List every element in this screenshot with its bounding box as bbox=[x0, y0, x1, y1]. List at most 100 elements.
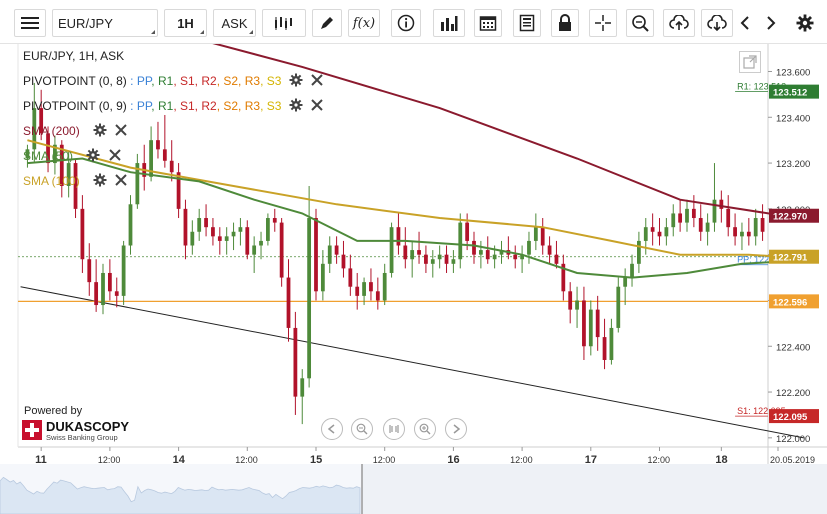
navigator bbox=[0, 464, 827, 514]
candle-body bbox=[444, 254, 449, 264]
pan-right-button[interactable] bbox=[445, 418, 467, 440]
gear-icon[interactable] bbox=[289, 73, 303, 87]
symbol-selector[interactable]: EUR/JPY bbox=[52, 9, 158, 37]
candle-body bbox=[568, 291, 573, 310]
candle-body bbox=[169, 160, 174, 173]
chart-type-button[interactable] bbox=[262, 9, 306, 37]
calendar-icon bbox=[479, 16, 497, 31]
scroll-right-button[interactable] bbox=[759, 9, 783, 37]
zoom-button[interactable] bbox=[626, 9, 654, 37]
close-icon[interactable] bbox=[114, 123, 128, 137]
expand-chart-button[interactable] bbox=[739, 51, 761, 73]
navigator-area bbox=[0, 476, 361, 514]
zoom-out-button[interactable] bbox=[351, 418, 373, 440]
price-badge bbox=[769, 249, 819, 264]
gear-icon[interactable] bbox=[93, 173, 107, 187]
logo-subtitle: Swiss Banking Group bbox=[46, 433, 118, 442]
price-side-selector[interactable]: ASK bbox=[213, 9, 256, 37]
x-tick-label: 12:00 bbox=[510, 455, 533, 465]
price-badge-label: 123.512 bbox=[773, 88, 807, 99]
candle-body bbox=[204, 218, 208, 228]
candle-body bbox=[698, 218, 703, 232]
legend-sma-200[interactable]: SMA (200) bbox=[23, 123, 128, 138]
candle-body bbox=[39, 108, 44, 134]
y-tick-label: 123.400 bbox=[776, 113, 810, 124]
sma-50-name: SMA (50) bbox=[23, 149, 74, 163]
pivot-item-sep: : bbox=[130, 99, 134, 113]
candle-body bbox=[485, 250, 490, 260]
candle-body bbox=[348, 268, 353, 287]
close-icon[interactable] bbox=[310, 73, 324, 87]
gear-icon[interactable] bbox=[86, 148, 100, 162]
legend-sma-100[interactable]: SMA (100) bbox=[23, 173, 128, 188]
pivot-item-pp: PP bbox=[133, 74, 152, 88]
close-icon[interactable] bbox=[108, 148, 122, 162]
info-button[interactable] bbox=[391, 9, 421, 37]
candle-body bbox=[300, 378, 305, 397]
candle-body bbox=[176, 172, 181, 209]
candle-body bbox=[135, 163, 140, 205]
price-badge bbox=[769, 409, 819, 424]
candle-body bbox=[582, 300, 586, 347]
gear-icon[interactable] bbox=[289, 98, 303, 112]
candle-body bbox=[602, 337, 607, 360]
pan-left-button[interactable] bbox=[321, 418, 343, 440]
legend-sma-50[interactable]: SMA (50) bbox=[23, 148, 122, 163]
volume-button[interactable] bbox=[433, 9, 465, 37]
symbol-label: EUR/JPY bbox=[58, 15, 113, 31]
candle-body bbox=[238, 227, 243, 232]
candle-body bbox=[334, 245, 339, 255]
candle-body bbox=[73, 163, 78, 209]
x-tick-label: 14 bbox=[173, 454, 186, 466]
y-tick-label: 122.000 bbox=[776, 434, 810, 445]
download-button[interactable] bbox=[701, 9, 733, 37]
candle-body bbox=[59, 144, 64, 186]
candle-body bbox=[740, 231, 744, 237]
candle-body bbox=[128, 204, 133, 246]
dropdown-corner-icon bbox=[249, 30, 253, 34]
close-icon[interactable] bbox=[310, 98, 324, 112]
indicators-button[interactable]: f(x) bbox=[348, 9, 380, 37]
crosshair-icon bbox=[595, 15, 611, 31]
candle-body bbox=[114, 291, 119, 296]
lock-icon bbox=[559, 14, 571, 31]
zoom-in-button[interactable] bbox=[414, 418, 436, 440]
candle-body bbox=[623, 277, 628, 287]
legend-pivot-8[interactable]: PIVOTPOINT (0, 8) : PP, R1, S1, R2, S2, … bbox=[23, 73, 324, 88]
candle-body bbox=[369, 282, 373, 292]
x-tick-label: 12:00 bbox=[373, 455, 396, 465]
price-chart[interactable]: PP: 122.756 R1: 123.512 S1: 122.095 122.00… bbox=[0, 44, 827, 514]
crosshair-button[interactable] bbox=[589, 9, 617, 37]
report-button[interactable] bbox=[513, 9, 541, 37]
lock-button[interactable] bbox=[551, 9, 579, 37]
candle-body bbox=[417, 250, 421, 255]
menu-button[interactable] bbox=[14, 9, 46, 37]
timeframe-selector[interactable]: 1H bbox=[164, 9, 207, 37]
pivot-9-items: : PP, R1, S1, R2, S2, R3, S3 bbox=[130, 99, 281, 113]
candle-body bbox=[451, 259, 456, 264]
upload-button[interactable] bbox=[663, 9, 695, 37]
scroll-left-button[interactable] bbox=[733, 9, 757, 37]
legend-header-text: EUR/JPY, 1H, ASK bbox=[23, 49, 125, 63]
info-icon bbox=[397, 14, 415, 32]
gear-icon[interactable] bbox=[93, 123, 107, 137]
drawing-tool-button[interactable] bbox=[312, 9, 342, 37]
candle-body bbox=[314, 218, 318, 292]
sma-100-name: SMA (100) bbox=[23, 174, 80, 188]
candle-body bbox=[458, 222, 463, 260]
settings-button[interactable] bbox=[792, 9, 818, 37]
close-icon[interactable] bbox=[114, 173, 128, 187]
pivot-item-s2: , S2 bbox=[216, 74, 239, 88]
legend-pivot-9[interactable]: PIVOTPOINT (0, 9) : PP, R1, S1, R2, S2, … bbox=[23, 98, 324, 113]
candle-body bbox=[437, 254, 442, 260]
pivot-label: S1: 122.095 bbox=[737, 406, 786, 416]
calendar-button[interactable] bbox=[474, 9, 502, 37]
candle-body bbox=[279, 222, 284, 278]
candle-body bbox=[472, 240, 476, 255]
chart-lines: PP: 122.756 R1: 123.512 S1: 122.095 bbox=[18, 82, 804, 439]
reset-zoom-button[interactable] bbox=[383, 418, 405, 440]
cloud-download-icon bbox=[707, 15, 727, 31]
pivot-item-s1: , S1 bbox=[173, 99, 195, 113]
candles bbox=[25, 82, 765, 425]
price-badge bbox=[769, 208, 819, 223]
